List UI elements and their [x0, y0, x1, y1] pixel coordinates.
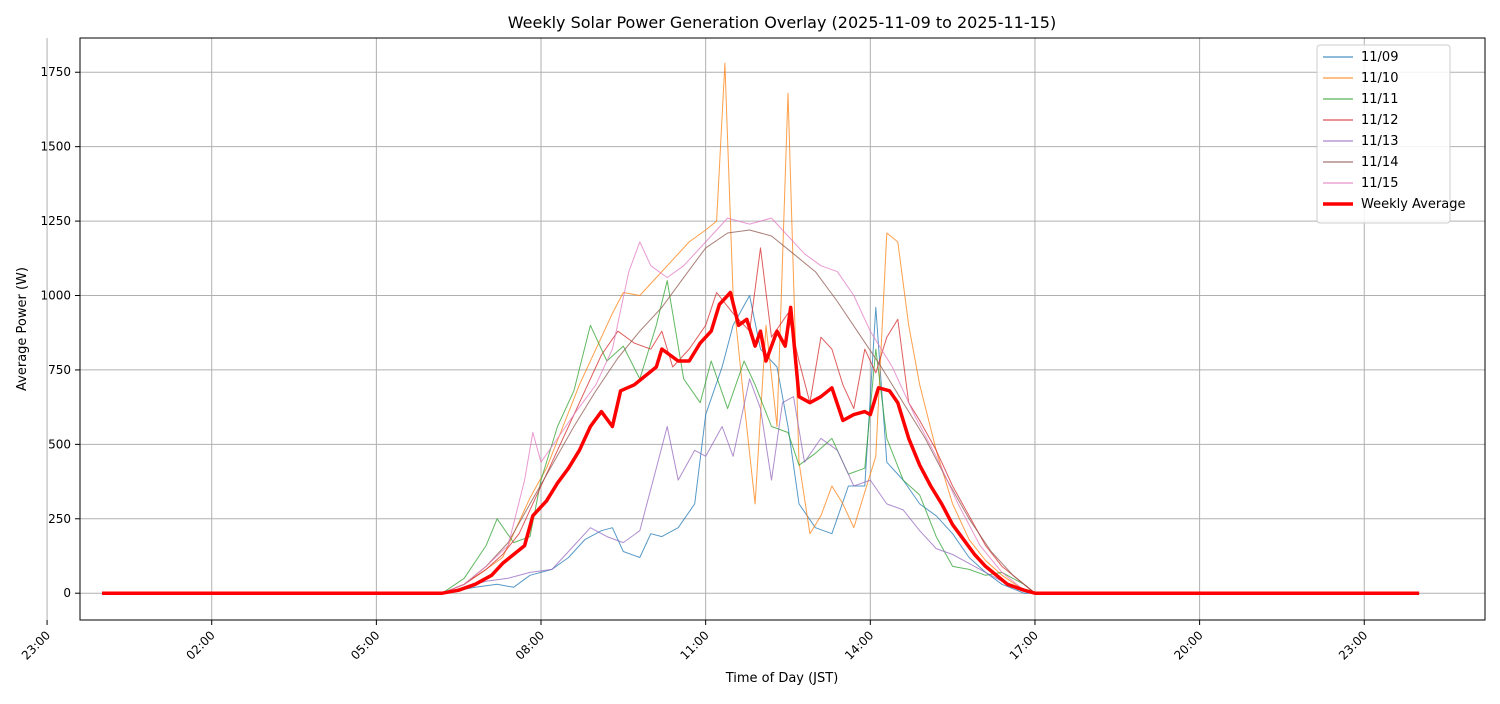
- y-tick-label: 1000: [40, 289, 71, 303]
- x-tick-label: 20:00: [1171, 628, 1205, 662]
- x-tick-label: 14:00: [842, 628, 876, 662]
- y-tick-label: 1250: [40, 214, 71, 228]
- x-tick-label: 08:00: [513, 628, 547, 662]
- chart-title: Weekly Solar Power Generation Overlay (2…: [508, 13, 1056, 32]
- x-axis-label: Time of Day (JST): [725, 671, 839, 686]
- series-layer: [102, 62, 1420, 595]
- x-tick-label: 02:00: [183, 628, 217, 662]
- legend-label: 11/12: [1361, 113, 1398, 128]
- legend-label: 11/13: [1361, 134, 1398, 149]
- series-line-11-12: [102, 247, 1420, 594]
- y-tick-layer: 0 250 500 750 1000 1250 1500 1750: [40, 65, 80, 600]
- y-tick-label: 1500: [40, 140, 71, 154]
- y-tick-label: 250: [48, 512, 71, 526]
- x-tick-label: 23:00: [19, 628, 53, 662]
- series-line-11-11: [102, 280, 1420, 594]
- x-tick-label: 11:00: [677, 628, 711, 662]
- y-tick-label: 750: [48, 363, 71, 377]
- series-line-11-13: [102, 378, 1420, 594]
- legend-label: 11/11: [1361, 92, 1398, 107]
- legend: 11/09 11/10 11/11 11/12 11/13 11/14 11/15 Weekl…: [1316, 44, 1465, 224]
- y-axis-label: Average Power (W): [15, 267, 30, 391]
- series-line-11-10: [102, 62, 1420, 594]
- legend-label: 11/10: [1361, 71, 1398, 86]
- legend-label: 11/09: [1361, 50, 1398, 65]
- series-line-11-14: [102, 229, 1420, 594]
- plot-frame: [79, 37, 1486, 621]
- legend-frame: [1316, 44, 1451, 224]
- series-line-weekly-average: [102, 290, 1420, 595]
- x-tick-label: 17:00: [1007, 628, 1041, 662]
- legend-label: 11/14: [1361, 155, 1398, 170]
- x-tick-layer: 23:00 02:00 05:00 08:00 11:00 14:00 17:00 20:00…: [19, 620, 1370, 663]
- x-tick-label: 05:00: [348, 628, 382, 662]
- legend-label: 11/15: [1361, 176, 1398, 191]
- y-tick-label: 500: [48, 437, 71, 451]
- x-tick-label: 23:00: [1336, 628, 1370, 662]
- series-line-11-09: [102, 295, 1420, 594]
- y-tick-label: 1750: [40, 65, 71, 79]
- legend-label: Weekly Average: [1361, 197, 1465, 212]
- series-line-11-15: [102, 217, 1420, 594]
- y-tick-label: 0: [63, 586, 71, 600]
